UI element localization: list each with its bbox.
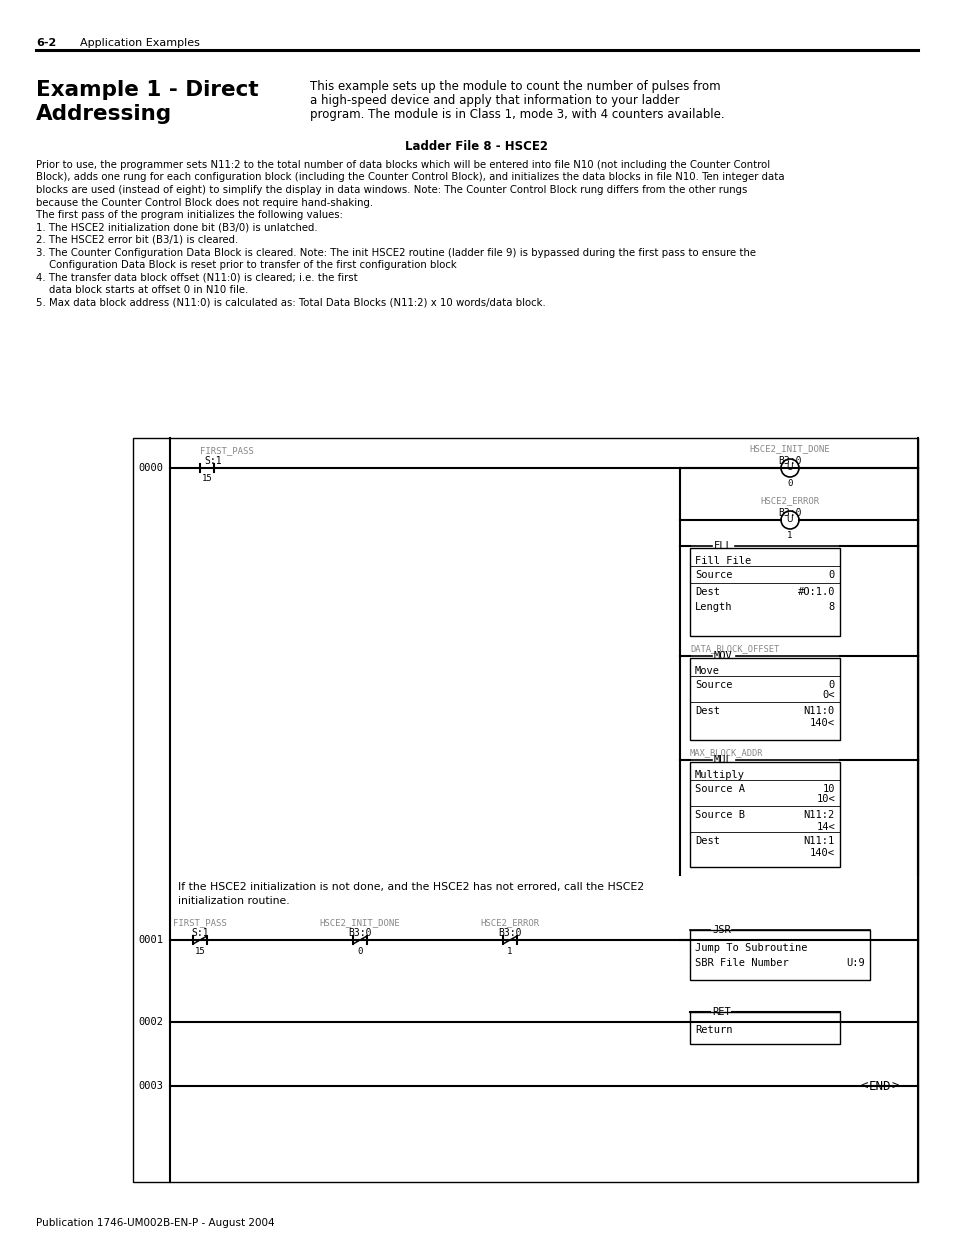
Text: MUL: MUL (713, 755, 732, 764)
Text: END: END (868, 1079, 890, 1093)
Text: S:1: S:1 (204, 456, 221, 466)
Text: U:9: U:9 (845, 958, 864, 968)
Text: 140<: 140< (809, 718, 834, 727)
Text: 0003: 0003 (138, 1081, 163, 1091)
Text: program. The module is in Class 1, mode 3, with 4 counters available.: program. The module is in Class 1, mode … (310, 107, 724, 121)
Text: 15: 15 (201, 474, 213, 483)
Text: FIRST_PASS: FIRST_PASS (200, 446, 253, 454)
Text: 0: 0 (828, 680, 834, 690)
Text: B3:0: B3:0 (348, 927, 372, 939)
Text: The first pass of the program initializes the following values:: The first pass of the program initialize… (36, 210, 342, 220)
Text: FIRST_PASS: FIRST_PASS (172, 918, 227, 927)
Text: 0: 0 (786, 479, 792, 488)
Text: 140<: 140< (809, 848, 834, 858)
Text: Configuration Data Block is reset prior to transfer of the first configuration b: Configuration Data Block is reset prior … (36, 261, 456, 270)
Text: DATA_BLOCK_OFFSET: DATA_BLOCK_OFFSET (689, 643, 779, 653)
Text: Block), adds one rung for each configuration block (including the Counter Contro: Block), adds one rung for each configura… (36, 173, 783, 183)
Text: 1. The HSCE2 initialization done bit (B3/0) is unlatched.: 1. The HSCE2 initialization done bit (B3… (36, 222, 317, 232)
Text: Source A: Source A (695, 784, 744, 794)
Text: N11:1: N11:1 (803, 836, 834, 846)
Text: blocks are used (instead of eight) to simplify the display in data windows. Note: blocks are used (instead of eight) to si… (36, 185, 746, 195)
Text: Dest: Dest (695, 706, 720, 716)
Text: <: < (860, 1079, 867, 1093)
Bar (689, 658, 840, 740)
Text: Application Examples: Application Examples (80, 38, 200, 48)
Text: 0<: 0< (821, 690, 834, 700)
Text: data block starts at offset 0 in N10 file.: data block starts at offset 0 in N10 fil… (36, 285, 248, 295)
Text: N11:2: N11:2 (803, 810, 834, 820)
Text: JSR: JSR (711, 925, 730, 935)
Text: a high-speed device and apply that information to your ladder: a high-speed device and apply that infor… (310, 94, 679, 107)
Text: Move: Move (695, 666, 720, 676)
Bar (689, 1011, 840, 1044)
Text: Return: Return (695, 1025, 732, 1035)
Text: 5. Max data block address (N11:0) is calculated as: Total Data Blocks (N11:2) x : 5. Max data block address (N11:0) is cal… (36, 298, 545, 308)
Text: MOV: MOV (713, 651, 732, 661)
Bar (689, 762, 840, 867)
Text: 0: 0 (828, 571, 834, 580)
Text: Prior to use, the programmer sets N11:2 to the total number of data blocks which: Prior to use, the programmer sets N11:2 … (36, 161, 769, 170)
Bar (689, 548, 840, 636)
Text: Length: Length (695, 601, 732, 613)
Text: N11:0: N11:0 (803, 706, 834, 716)
Text: U: U (786, 515, 792, 525)
Text: 6-2: 6-2 (36, 38, 56, 48)
Text: HSCE2_INIT_DONE: HSCE2_INIT_DONE (749, 445, 829, 453)
Text: B3:0: B3:0 (778, 456, 801, 466)
Text: B3:0: B3:0 (778, 508, 801, 517)
Text: B3:0: B3:0 (497, 927, 521, 939)
Text: 15: 15 (194, 947, 205, 956)
Text: Multiply: Multiply (695, 769, 744, 781)
Text: because the Counter Control Block does not require hand-shaking.: because the Counter Control Block does n… (36, 198, 373, 207)
Text: 1: 1 (507, 947, 512, 956)
Text: 8: 8 (828, 601, 834, 613)
Text: Dest: Dest (695, 836, 720, 846)
Text: S:1: S:1 (191, 927, 209, 939)
Text: HSCE2_INIT_DONE: HSCE2_INIT_DONE (319, 918, 400, 927)
Text: 0001: 0001 (138, 935, 163, 945)
Text: SBR File Number: SBR File Number (695, 958, 788, 968)
Text: FLL: FLL (713, 541, 732, 551)
Text: Ladder File 8 - HSCE2: Ladder File 8 - HSCE2 (405, 140, 548, 153)
Text: Source: Source (695, 680, 732, 690)
Text: MAX_BLOCK_ADDR: MAX_BLOCK_ADDR (689, 748, 762, 757)
Text: 0: 0 (357, 947, 362, 956)
Text: HSCE2_ERROR: HSCE2_ERROR (760, 496, 819, 505)
Text: Fill File: Fill File (695, 556, 750, 566)
Bar (689, 930, 869, 981)
Text: 3. The Counter Configuration Data Block is cleared. Note: The init HSCE2 routine: 3. The Counter Configuration Data Block … (36, 247, 755, 258)
Text: #O:1.0: #O:1.0 (797, 587, 834, 597)
Text: 14<: 14< (816, 823, 834, 832)
Text: RET: RET (711, 1007, 730, 1016)
Text: 0002: 0002 (138, 1016, 163, 1028)
Text: Jump To Subroutine: Jump To Subroutine (695, 944, 806, 953)
Text: initialization routine.: initialization routine. (178, 897, 290, 906)
Text: 10<: 10< (816, 794, 834, 804)
Text: U: U (786, 463, 792, 473)
Text: This example sets up the module to count the number of pulses from: This example sets up the module to count… (310, 80, 720, 93)
Text: >: > (891, 1079, 899, 1093)
Text: 1: 1 (786, 531, 792, 540)
Text: HSCE2_ERROR: HSCE2_ERROR (480, 918, 539, 927)
Text: Publication 1746-UM002B-EN-P - August 2004: Publication 1746-UM002B-EN-P - August 20… (36, 1218, 274, 1228)
Text: 0000: 0000 (138, 463, 163, 473)
Text: 2. The HSCE2 error bit (B3/1) is cleared.: 2. The HSCE2 error bit (B3/1) is cleared… (36, 235, 238, 245)
Text: Source: Source (695, 571, 732, 580)
Text: Source B: Source B (695, 810, 744, 820)
Bar (132, 438, 917, 1182)
Text: 4. The transfer data block offset (N11:0) is cleared; i.e. the first: 4. The transfer data block offset (N11:0… (36, 273, 357, 283)
Text: Example 1 - Direct
Addressing: Example 1 - Direct Addressing (36, 80, 258, 124)
Text: Dest: Dest (695, 587, 720, 597)
Text: If the HSCE2 initialization is not done, and the HSCE2 has not errored, call the: If the HSCE2 initialization is not done,… (178, 882, 643, 892)
Text: 10: 10 (821, 784, 834, 794)
